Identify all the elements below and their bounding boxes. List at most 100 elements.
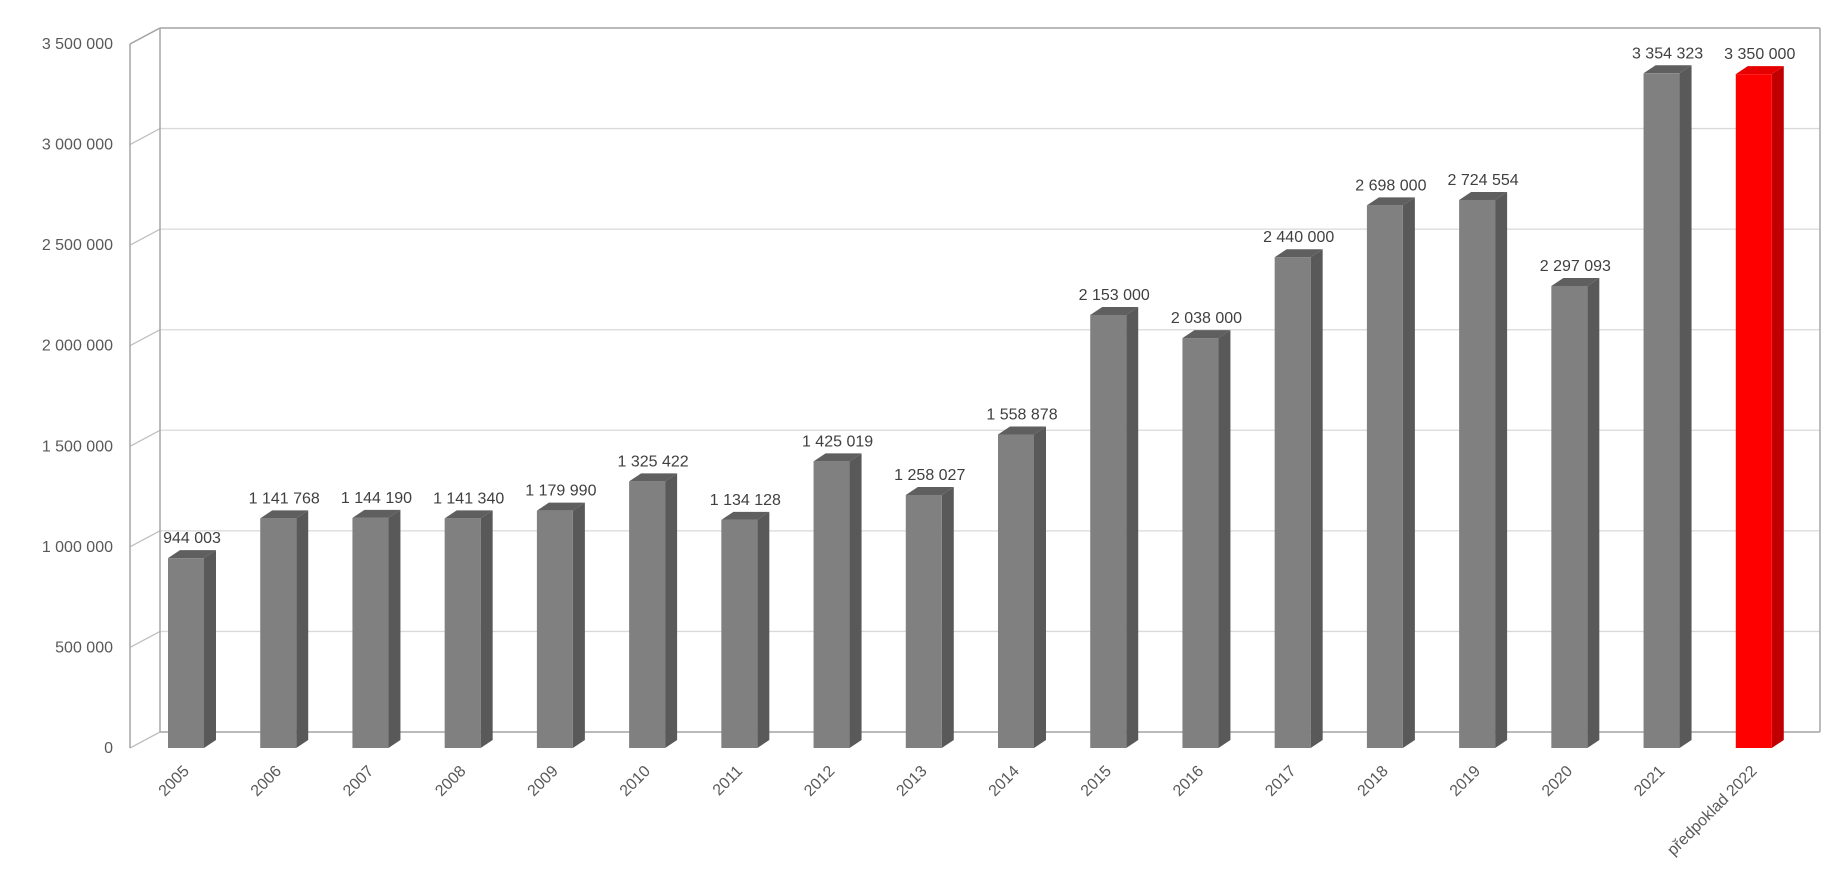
bar-top <box>168 550 216 559</box>
data-label: 2 724 554 <box>1448 172 1519 189</box>
bar-top <box>1274 249 1323 258</box>
bar-top <box>1182 330 1231 339</box>
bar-front <box>1274 257 1311 748</box>
bar-side <box>665 473 678 748</box>
bar <box>998 426 1046 748</box>
data-label: 1 325 422 <box>618 453 689 470</box>
bar-top <box>1735 66 1784 75</box>
bar <box>813 453 862 748</box>
side-gridline <box>129 530 161 548</box>
y-tick-label: 500 000 <box>55 639 113 656</box>
data-label: 1 144 190 <box>341 490 412 507</box>
bar-side <box>1771 66 1784 748</box>
data-label: 1 558 878 <box>986 406 1057 423</box>
x-tick-label: 2017 <box>1262 763 1299 800</box>
bar-top <box>905 486 954 495</box>
x-tick-label: 2020 <box>1539 763 1576 800</box>
bar-side <box>480 510 493 748</box>
bar-side <box>1034 426 1046 748</box>
bar-front <box>905 494 942 748</box>
data-label: 1 425 019 <box>802 433 873 450</box>
bar <box>536 502 585 748</box>
x-tick-label: 2021 <box>1631 763 1668 800</box>
x-tick-label: 2012 <box>801 763 838 800</box>
side-gridline <box>129 127 161 146</box>
side-gridline <box>129 429 161 447</box>
bar <box>1182 330 1231 748</box>
x-tick-label: předpoklad 2022 <box>1664 763 1760 859</box>
y-tick-label: 3 000 000 <box>42 137 113 154</box>
y-tick-label: 3 500 000 <box>42 36 113 53</box>
y-tick-label: 2 000 000 <box>42 338 113 355</box>
bar-top <box>444 510 493 519</box>
data-label: 2 153 000 <box>1079 287 1150 304</box>
bar-front <box>998 434 1034 748</box>
frame-line <box>129 27 161 45</box>
data-label: 2 698 000 <box>1355 177 1426 194</box>
data-label: 1 141 768 <box>249 490 320 507</box>
y-tick-label: 1 500 000 <box>42 438 113 455</box>
y-axis-labels: 0 500 000 1 000 000 1 500 000 2 000 000 2 500… <box>42 36 113 757</box>
bar-side <box>941 486 954 748</box>
bar <box>1735 66 1784 748</box>
x-tick-label: 2007 <box>340 763 377 800</box>
bar-front <box>260 518 297 748</box>
bar <box>1366 197 1415 748</box>
chart-frame <box>129 27 1821 748</box>
bar-front <box>536 510 573 748</box>
side-gridline <box>129 228 161 246</box>
bar-top <box>1090 306 1139 315</box>
y-tick-label: 0 <box>104 740 113 757</box>
x-tick-label: 2011 <box>710 763 746 799</box>
data-label: 1 134 128 <box>710 492 781 509</box>
bar-front <box>629 481 666 748</box>
data-label: 3 354 323 <box>1632 45 1703 62</box>
bar-top <box>1551 277 1600 286</box>
bar <box>168 550 216 748</box>
side-gridline <box>129 329 161 347</box>
side-gridline <box>129 630 161 649</box>
bar-side <box>1218 330 1231 748</box>
bar-top <box>1366 197 1415 206</box>
data-label: 1 179 990 <box>525 483 596 500</box>
bar-top <box>260 510 309 519</box>
bar-side <box>1679 65 1692 749</box>
bar-top <box>813 453 862 462</box>
bar-front <box>1735 74 1772 748</box>
data-label: 1 258 027 <box>894 467 965 484</box>
bar-front <box>1643 73 1680 749</box>
bar-top <box>721 511 770 520</box>
bar <box>1643 65 1692 749</box>
bar-side <box>572 502 585 748</box>
bar-top <box>1643 65 1692 74</box>
bar <box>352 509 401 748</box>
bar <box>260 510 309 748</box>
data-labels: 944 003 1 141 768 1 144 190 1 141 340 1 179 … <box>163 45 1795 547</box>
bar-side <box>1126 306 1139 748</box>
bar-top <box>998 426 1046 435</box>
bar-side <box>1495 191 1508 749</box>
bar-top <box>352 509 401 518</box>
data-label: 2 440 000 <box>1263 229 1334 246</box>
x-tick-label: 2008 <box>432 763 469 800</box>
data-label: 944 003 <box>163 530 221 547</box>
x-tick-label: 2006 <box>248 763 285 800</box>
x-tick-label: 2014 <box>986 763 1023 800</box>
bar-front <box>1182 338 1219 748</box>
bar-front <box>1366 205 1403 748</box>
bar-front <box>721 519 758 748</box>
x-tick-label: 2010 <box>617 763 654 800</box>
x-tick-label: 2005 <box>156 763 193 800</box>
bar-front <box>1459 199 1496 749</box>
x-tick-label: 2016 <box>1170 763 1207 800</box>
bar-front <box>168 558 204 748</box>
data-label: 2 038 000 <box>1171 310 1242 327</box>
bar-side <box>296 510 309 748</box>
y-tick-label: 1 000 000 <box>42 539 113 556</box>
bar <box>1274 249 1323 748</box>
x-tick-label: 2019 <box>1447 763 1484 800</box>
bar-top <box>536 502 585 511</box>
bar <box>1090 306 1139 748</box>
bar <box>905 486 954 748</box>
